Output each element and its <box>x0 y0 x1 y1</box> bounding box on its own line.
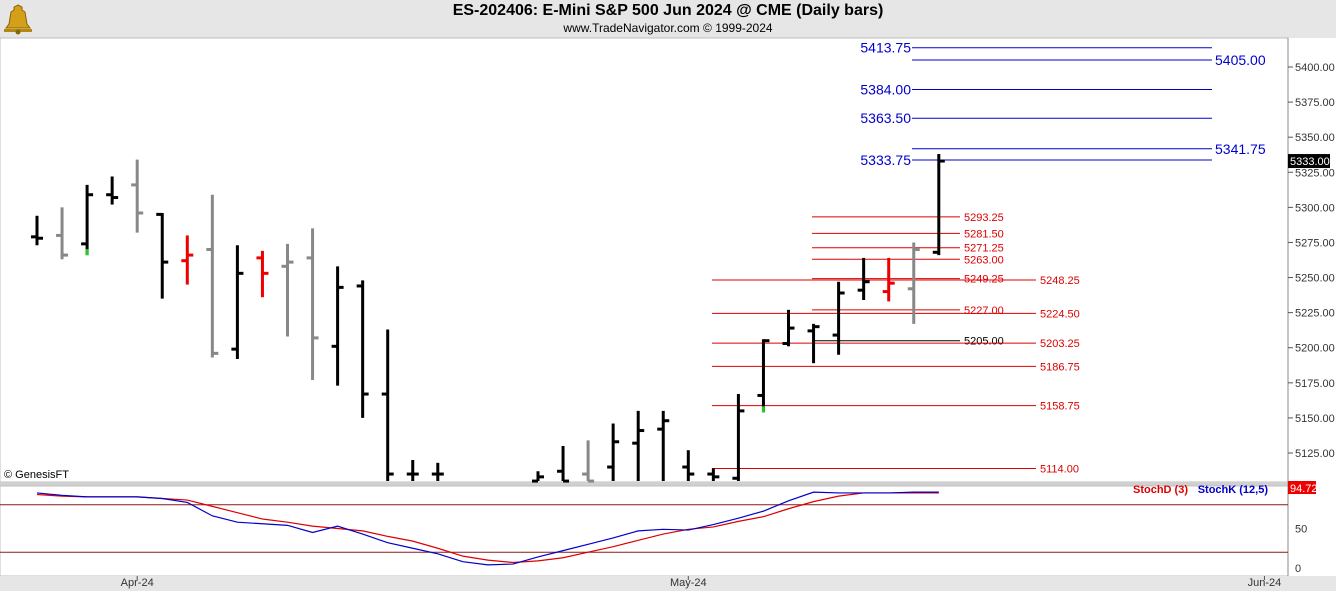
y-tick-label: 5225.00 <box>1295 308 1335 320</box>
x-tick-label: Apr-24 <box>121 577 154 589</box>
price-pane <box>0 37 1289 483</box>
x-tick-label: Jun-24 <box>1248 577 1282 589</box>
level-label: 5248.25 <box>1040 275 1080 287</box>
level-label: 5333.75 <box>860 152 911 168</box>
y-tick-label: 5275.00 <box>1295 237 1335 249</box>
legend-stochK: StochK (12,5) <box>1198 484 1269 496</box>
y-tick-label: 5350.00 <box>1295 132 1335 144</box>
level-label: 5263.00 <box>964 254 1004 266</box>
pane-divider[interactable] <box>0 482 1336 486</box>
last-price-badge <box>1288 154 1330 169</box>
level-label: 5203.25 <box>1040 338 1080 350</box>
watermark: © GenesisFT <box>4 469 69 481</box>
level-label: 5405.00 <box>1215 52 1266 68</box>
legend-stochD: StochD (3) <box>1133 484 1188 496</box>
y-tick-label: 5200.00 <box>1295 343 1335 355</box>
x-axis-strip <box>0 576 1336 591</box>
x-tick-label: May-24 <box>670 577 707 589</box>
chart-title: ES-202406: E-Mini S&P 500 Jun 2024 @ CME… <box>452 2 884 19</box>
series-line-stochD <box>36 492 939 564</box>
level-label: 5186.75 <box>1040 361 1080 373</box>
y-axis-strip <box>1288 38 1336 591</box>
y-tick-label: 5300.00 <box>1295 202 1335 214</box>
y-tick-label: 5150.00 <box>1295 413 1335 425</box>
level-label: 5363.50 <box>860 110 911 126</box>
level-label: 5281.50 <box>964 228 1004 240</box>
chart-subtitle: www.TradeNavigator.com © 1999-2024 <box>563 21 773 35</box>
level-label: 5224.50 <box>1040 308 1080 320</box>
level-label: 5271.25 <box>964 243 1004 255</box>
last-price-label: 5333.00 <box>1290 156 1330 168</box>
level-label: 5114.00 <box>1040 463 1079 475</box>
gold-bell-logo-icon <box>4 4 32 35</box>
level-label: 5158.75 <box>1040 401 1080 413</box>
level-label: 5293.25 <box>964 212 1004 224</box>
y-tick-label: 5325.00 <box>1295 167 1335 179</box>
level-label: 5227.00 <box>964 305 1004 317</box>
chart-header <box>0 0 1336 38</box>
level-label: 5205.00 <box>964 336 1004 348</box>
indicator-value-label: 94.72 <box>1290 483 1318 495</box>
y-tick-label: 5400.00 <box>1295 62 1335 74</box>
indicator-tick-label: 0 <box>1295 563 1301 575</box>
y-tick-label: 5125.00 <box>1295 448 1335 460</box>
level-label: 5341.75 <box>1215 141 1266 157</box>
series-line-stochK <box>36 491 939 566</box>
level-label: 5413.75 <box>860 40 911 56</box>
indicator-value-badge <box>1288 481 1316 494</box>
y-tick-label: 5250.00 <box>1295 273 1335 285</box>
y-tick-label: 5375.00 <box>1295 97 1335 109</box>
level-label: 5384.00 <box>860 81 911 97</box>
y-tick-label: 5175.00 <box>1295 378 1335 390</box>
indicator-tick-label: 50 <box>1295 524 1307 536</box>
